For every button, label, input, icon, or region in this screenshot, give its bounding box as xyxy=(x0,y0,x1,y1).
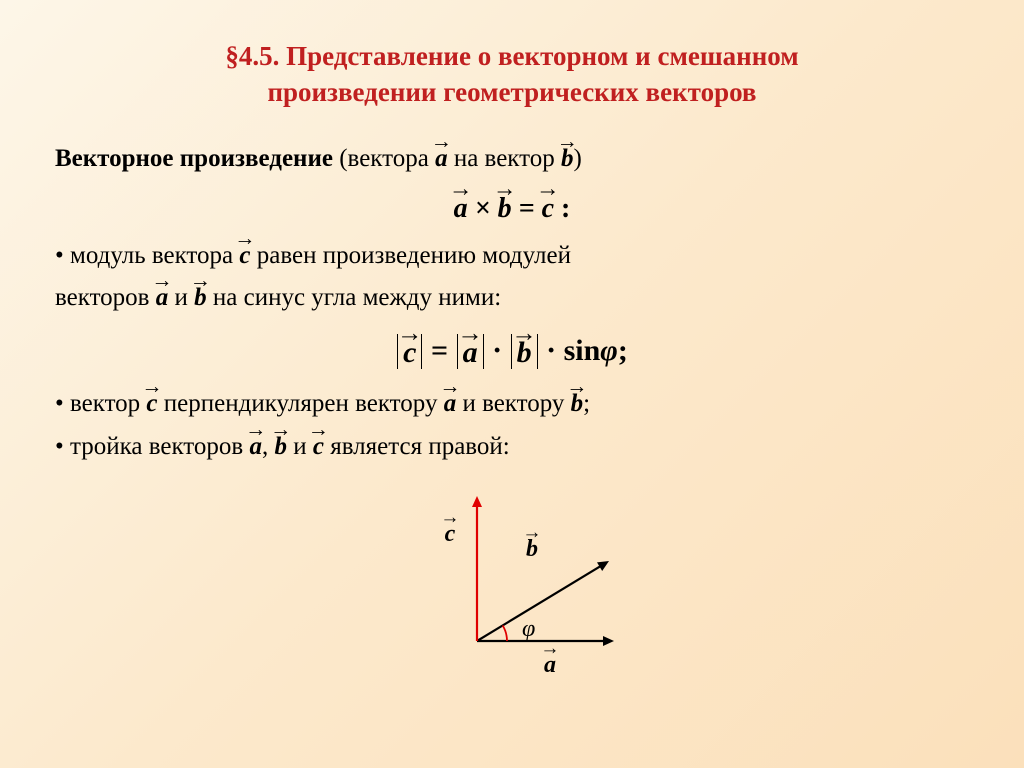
svg-text:φ: φ xyxy=(522,616,535,642)
svg-text:→: → xyxy=(522,522,541,543)
abs-b: b xyxy=(517,337,532,369)
b3d: является правой: xyxy=(324,433,510,460)
vec-b-3: b xyxy=(194,277,207,320)
vec-b-4: b xyxy=(571,383,584,426)
b3a: • тройка векторов xyxy=(55,433,249,460)
b2c: и вектору xyxy=(456,390,570,417)
b1e: на синус угла между ними: xyxy=(207,284,502,311)
bullet-2: • вектор c перпендикулярен вектору a и в… xyxy=(55,383,969,426)
svg-text:→: → xyxy=(440,507,459,528)
bullet-3: • тройка векторов a, b и c является прав… xyxy=(55,426,969,469)
b1c: векторов xyxy=(55,284,156,311)
vec-b-2: b xyxy=(498,193,512,225)
vec-a-4: a xyxy=(444,383,457,426)
eq2-dot1: · xyxy=(485,334,510,367)
intro-bold: Векторное произведение xyxy=(55,145,333,172)
vec-c-1: c xyxy=(542,193,554,225)
title-line2: произведении геометрических векторов xyxy=(267,77,756,107)
vec-c-3: c xyxy=(146,383,157,426)
vec-b-5: b xyxy=(274,426,287,469)
formula-cross: a × b = c : xyxy=(55,193,969,225)
vec-b-1: b xyxy=(561,139,574,179)
vector-diagram: a→b→c→φ xyxy=(372,476,652,686)
b2a: • вектор xyxy=(55,390,146,417)
eq2-phi: φ xyxy=(600,334,618,367)
vec-c-2: c xyxy=(239,235,250,278)
eq2-semi: ; xyxy=(618,334,628,367)
vec-a-5: a xyxy=(249,426,262,469)
vec-a-3: a xyxy=(156,277,169,320)
intro-rest1: (вектора xyxy=(333,145,435,172)
eq2-eq: = xyxy=(423,334,455,367)
b2b: перпендикулярен вектору xyxy=(158,390,444,417)
vector-diagram-wrap: a→b→c→φ xyxy=(55,476,969,691)
abs-a: a xyxy=(463,337,478,369)
bullet-1: • модуль вектора c равен произведению мо… xyxy=(55,235,969,320)
abs-c: c xyxy=(403,337,416,369)
eq2-sin: sin xyxy=(564,334,601,367)
vec-c-4: c xyxy=(313,426,324,469)
intro-line: Векторное произведение (вектора a на век… xyxy=(55,139,969,179)
vec-a-1: a xyxy=(435,139,448,179)
title-line1: §4.5. Представление о векторном и смешан… xyxy=(225,41,798,71)
intro-rest2: на вектор xyxy=(448,145,561,172)
formula-magnitude: c = a · b · sinφ; xyxy=(55,334,969,370)
eq2-dot2: · xyxy=(539,334,564,367)
svg-text:→: → xyxy=(540,638,559,659)
b1a: • модуль вектора xyxy=(55,242,239,269)
b1b: равен произведению модулей xyxy=(250,242,570,269)
section-title: §4.5. Представление о векторном и смешан… xyxy=(55,38,969,111)
vec-a-2: a xyxy=(454,193,468,225)
